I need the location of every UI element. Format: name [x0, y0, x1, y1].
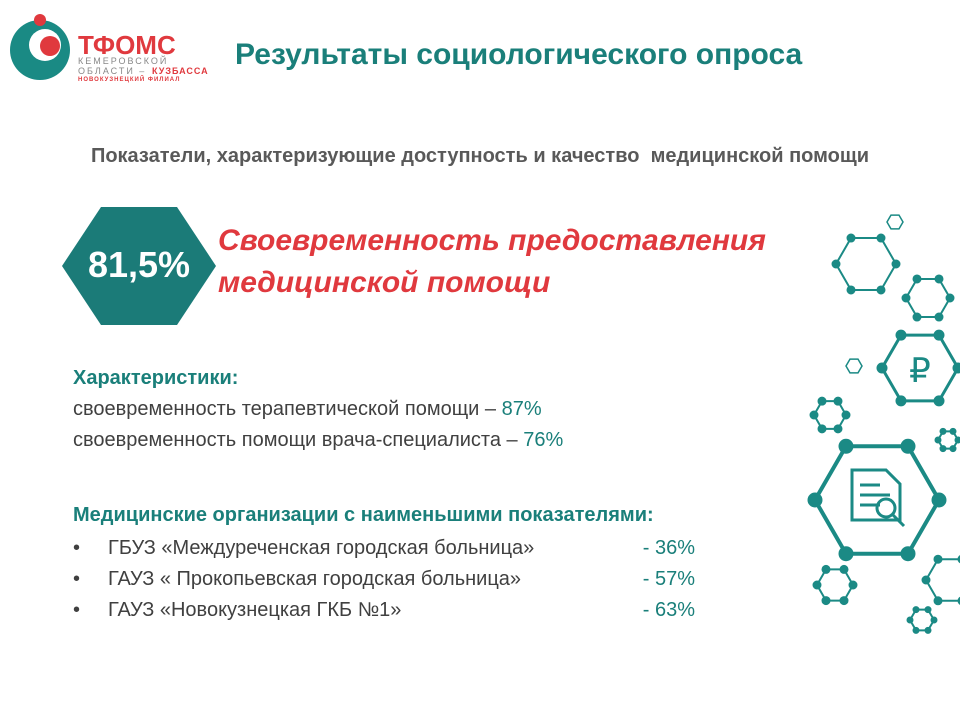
- hexagon: [904, 277, 952, 319]
- hexagon-node: [939, 445, 947, 453]
- hexagon-node: [952, 362, 960, 374]
- hexagon-node: [891, 259, 901, 269]
- hexagon-node: [841, 410, 851, 420]
- org-name: ГАУЗ « Прокопьевская городская больница»: [108, 568, 522, 590]
- hexagon-node: [876, 233, 886, 243]
- hexagon-node: [912, 274, 922, 284]
- title: Результаты социологического опроса: [235, 38, 803, 71]
- logo-mark: [10, 14, 70, 80]
- hexagon-node: [924, 626, 932, 634]
- hexagon-node: [912, 606, 920, 614]
- highlight-text: Своевременность предоставления: [218, 224, 766, 257]
- hexagon-node: [906, 616, 914, 624]
- ruble-icon: ₽: [909, 352, 931, 390]
- hexagon-node: [838, 438, 854, 454]
- hexagon-node: [933, 596, 943, 606]
- hexagon-node: [933, 554, 943, 564]
- section-heading: Характеристики:: [73, 367, 239, 389]
- hexagon-node: [934, 436, 942, 444]
- org-value: - 36%: [642, 537, 695, 559]
- hexagon: [908, 608, 936, 632]
- hexagon-node: [817, 424, 827, 434]
- hexagon-node: [921, 575, 931, 585]
- hexagon: [812, 400, 848, 430]
- hexagon: [812, 444, 942, 556]
- characteristic-value: 87%: [501, 398, 542, 420]
- logo-name: ТФОМС: [78, 30, 176, 60]
- hexagon-node: [930, 616, 938, 624]
- hexagon-node: [945, 293, 955, 303]
- characteristic-text: своевременность помощи врача-специалиста…: [73, 429, 524, 451]
- characteristic-text: своевременность терапевтической помощи –: [73, 398, 502, 420]
- hexagon-node: [934, 274, 944, 284]
- hexagon-node: [833, 424, 843, 434]
- hexagon-node: [831, 259, 841, 269]
- hexagon-node: [839, 596, 849, 606]
- bullet: •: [73, 599, 81, 621]
- hexagon: [845, 358, 863, 374]
- logo-branch: НОВОКУЗНЕЦКИЙ ФИЛИАЛ: [78, 77, 181, 83]
- characteristic: своевременность терапевтической помощи –…: [73, 398, 542, 421]
- org-value: - 63%: [642, 599, 695, 621]
- hexagon: [815, 568, 855, 602]
- hexagon-node: [839, 564, 849, 574]
- hexagon-node: [900, 438, 916, 454]
- value-hexagon: [62, 207, 216, 325]
- hexagon-node: [912, 312, 922, 322]
- org-name: ГБУЗ «Междуреченская городская больница»: [108, 537, 535, 559]
- hexagon-network: [807, 214, 960, 634]
- hexagon: [834, 237, 898, 291]
- logo-line: КЕМЕРОВСКОЙ: [78, 56, 169, 66]
- hexagon-node: [900, 546, 916, 562]
- hexagon-node: [954, 436, 960, 444]
- hexagon-node: [934, 312, 944, 322]
- hexagon-node: [846, 233, 856, 243]
- hexagon-node: [876, 285, 886, 295]
- hexagon-node: [939, 427, 947, 435]
- logo-accent: КУЗБАССА: [152, 66, 209, 76]
- logo-line: ОБЛАСТИ –: [78, 66, 147, 76]
- hexagon-node: [848, 580, 858, 590]
- highlight-text: медицинской помощи: [218, 266, 551, 299]
- hexagon-node: [809, 410, 819, 420]
- hexagon-node: [931, 492, 947, 508]
- subtitle: Показатели, характеризующие доступность …: [90, 145, 870, 167]
- org-value: - 57%: [642, 568, 695, 590]
- hexagon-node: [876, 362, 888, 374]
- hexagon-node: [949, 427, 957, 435]
- characteristic-value: 76%: [523, 429, 564, 451]
- hexagon-node: [821, 596, 831, 606]
- hexagon-node: [933, 395, 945, 407]
- hexagon-node: [949, 445, 957, 453]
- hexagon-node: [817, 396, 827, 406]
- document-icon: [850, 468, 906, 528]
- bullet: •: [73, 537, 81, 559]
- hexagon-node: [933, 329, 945, 341]
- highlight-value: 81,5%: [87, 244, 191, 285]
- hexagon-node: [912, 626, 920, 634]
- hexagon-node: [924, 606, 932, 614]
- hexagon: [886, 214, 904, 230]
- hexagon-node: [833, 396, 843, 406]
- hexagon: [924, 558, 960, 602]
- hexagon-node: [821, 564, 831, 574]
- hexagon-node: [895, 329, 907, 341]
- section-heading: Медицинские организации с наименьшими по…: [73, 504, 654, 526]
- bullet: •: [73, 568, 81, 590]
- hexagon-node: [807, 492, 823, 508]
- hexagon-node: [901, 293, 911, 303]
- hexagon-node: [895, 395, 907, 407]
- characteristic: своевременность помощи врача-специалиста…: [73, 429, 563, 452]
- org-name: ГАУЗ «Новокузнецкая ГКБ №1»: [108, 599, 402, 621]
- hexagon-node: [838, 546, 854, 562]
- hexagon-node: [812, 580, 822, 590]
- hexagon-node: [846, 285, 856, 295]
